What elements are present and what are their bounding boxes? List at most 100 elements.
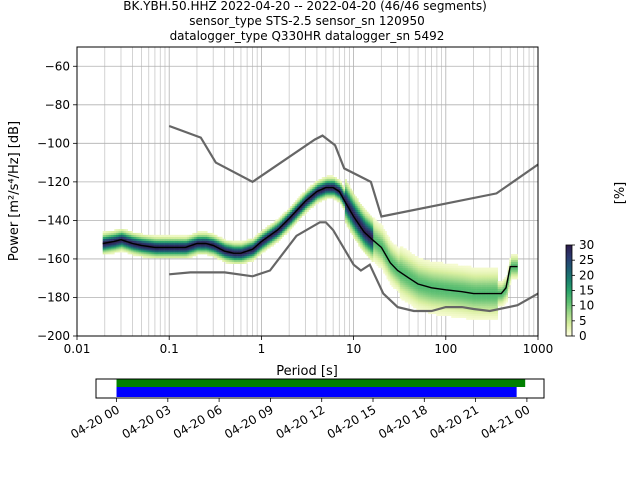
histogram-cell [232,240,235,243]
histogram-cell [462,313,465,316]
histogram-cell [363,221,366,224]
histogram-cell [515,275,518,278]
histogram-cell [474,283,477,286]
histogram-cell [363,232,366,236]
histogram-cell [457,298,460,301]
histogram-cell [474,286,477,289]
histogram-cell [238,244,241,247]
histogram-cell [408,288,411,291]
histogram-cell [371,252,374,255]
title-line-2: sensor_type STS-2.5 sensor_sn 120950 [189,14,424,28]
histogram-cell [386,267,389,270]
histogram-cell [147,244,150,247]
histogram-cell [479,283,482,286]
histogram-cell [139,234,142,237]
histogram-cell [338,188,341,191]
histogram-cell [366,232,369,236]
histogram-cell [449,286,452,289]
histogram-cell [507,290,510,293]
histogram-cell [340,184,342,187]
histogram-cell [487,302,490,305]
histogram-cell [346,211,349,214]
histogram-cell [471,267,474,270]
histogram-cell [326,194,329,197]
histogram-cell [439,261,442,264]
histogram-cell [122,250,125,253]
histogram-cell [421,298,424,301]
histogram-cell [413,259,416,263]
histogram-cell [298,207,301,211]
histogram-cell [427,269,430,272]
histogram-cell [208,244,211,247]
histogram-cell [311,190,314,193]
x-tick-label: 10 [346,342,361,356]
histogram-cell [486,315,489,318]
histogram-cell [427,261,430,264]
histogram-cell [233,244,236,247]
histogram-cell [452,290,455,293]
histogram-cell [486,267,489,270]
histogram-cell [262,229,264,232]
histogram-cell [371,227,374,230]
histogram-cell [378,227,381,230]
histogram-cell [487,311,490,315]
histogram-cell [232,259,235,263]
histogram-cell [311,205,314,209]
histogram-cell [351,211,354,214]
histogram-cell [343,194,346,197]
histogram-cell [381,244,384,247]
histogram-cell [413,283,416,286]
histogram-cell [486,308,489,311]
histogram-cell [318,196,321,199]
histogram-cell [383,271,386,274]
histogram-cell [132,240,135,243]
histogram-cell [242,244,245,247]
histogram-cell [130,234,133,237]
histogram-cell [228,252,231,255]
histogram-cell [144,254,147,257]
histogram-cell [447,302,450,305]
histogram-cell [411,256,414,259]
histogram-cell [356,225,359,228]
histogram-cell [233,240,236,243]
histogram-cell [285,217,288,220]
histogram-cell [369,221,372,224]
histogram-cell [147,236,150,239]
histogram-cell [409,265,412,268]
histogram-cell [466,275,469,278]
histogram-cell [476,288,479,291]
histogram-cell [373,238,376,241]
histogram-cell [144,252,147,255]
histogram-cell [494,290,497,293]
histogram-cell [348,188,351,191]
histogram-cell [200,238,203,241]
histogram-cell [373,250,376,253]
timeline-tick-label: 04-20 00 [68,402,122,441]
histogram-cell [243,261,246,264]
histogram-cell [267,232,269,236]
histogram-cell [336,192,339,195]
histogram-cell [474,309,477,313]
histogram-cell [418,275,420,278]
histogram-cell [348,184,351,187]
histogram-cell [381,242,384,245]
histogram-cell [137,244,140,247]
histogram-cell [496,298,498,301]
histogram-cell [515,256,518,259]
histogram-cell [421,286,424,289]
histogram-cell [243,246,246,249]
histogram-cell [399,279,402,282]
histogram-cell [459,315,462,318]
histogram-cell [447,263,450,266]
histogram-cell [257,248,260,251]
histogram-cell [228,248,231,251]
histogram-cell [421,296,424,299]
histogram-cell [345,182,347,185]
histogram-cell [432,298,435,301]
histogram-cell [472,311,475,315]
histogram-cell [235,254,238,257]
histogram-cell [464,302,467,305]
histogram-cell [399,281,402,284]
histogram-cell [193,254,196,257]
histogram-cell [149,256,152,259]
